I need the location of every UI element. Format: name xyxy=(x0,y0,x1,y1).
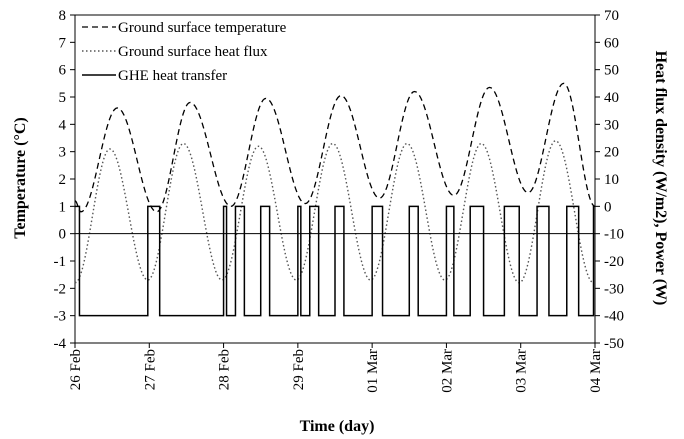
x-tick-label: 26 Feb xyxy=(68,349,84,390)
y-axis-left-title: Temperature (°C) xyxy=(12,117,29,238)
y-left-tick-label: 5 xyxy=(59,90,67,106)
y-left-tick-label: 2 xyxy=(59,172,67,188)
x-axis-title: Time (day) xyxy=(300,418,375,435)
y-left-tick-label: -1 xyxy=(54,254,67,270)
y-right-tick-label: 0 xyxy=(604,199,612,215)
y-axis-right-title: Heat flux density (W/m2), Power (W) xyxy=(652,51,669,306)
y-right-tick-label: 60 xyxy=(604,35,619,51)
y-right-tick-label: 20 xyxy=(604,145,619,161)
y-left-tick-label: 1 xyxy=(59,199,67,215)
x-tick-label: 27 Feb xyxy=(142,349,158,390)
y-right-tick-label: 40 xyxy=(604,90,619,106)
y-right-tick-label: -20 xyxy=(604,254,624,270)
x-tick-label: 28 Feb xyxy=(217,349,233,390)
y-right-tick-label: 10 xyxy=(604,172,619,188)
y-right-tick-label: -40 xyxy=(604,309,624,325)
y-left-tick-label: 3 xyxy=(59,145,67,161)
legend-item-ghe-heat-transfer-label: GHE heat transfer xyxy=(118,68,227,84)
series-ghe-heat-transfer-line xyxy=(75,205,595,317)
y-right-tick-label: 30 xyxy=(604,117,619,133)
legend-item-ground-surface-temperature-label: Ground surface temperature xyxy=(118,20,287,36)
y-right-tick-label: -30 xyxy=(604,281,624,297)
x-tick-label: 02 Mar xyxy=(439,349,455,393)
y-left-tick-label: 0 xyxy=(59,227,67,243)
series-layer xyxy=(74,82,596,317)
y-left-tick-label: 7 xyxy=(59,35,67,51)
y-right-tick-label: -10 xyxy=(604,227,624,243)
x-tick-label: 29 Feb xyxy=(291,349,307,390)
x-tick-label: 01 Mar xyxy=(365,349,381,393)
y-left-tick-label: -4 xyxy=(54,336,67,352)
y-right-tick-label: -50 xyxy=(604,336,624,352)
axes-layer: -4-3-2-1012345678-50-40-30-20-1001020304… xyxy=(54,8,625,393)
y-left-tick-label: -2 xyxy=(54,281,67,297)
y-left-tick-label: 8 xyxy=(59,8,67,24)
y-left-tick-label: 4 xyxy=(59,117,67,133)
y-left-tick-label: 6 xyxy=(59,63,67,79)
legend: Ground surface temperature Ground surface… xyxy=(82,20,287,84)
x-tick-label: 03 Mar xyxy=(514,349,530,393)
y-right-tick-label: 50 xyxy=(604,63,619,79)
legend-item-ground-surface-heat-flux-label: Ground surface heat flux xyxy=(118,44,268,60)
y-left-tick-label: -3 xyxy=(54,309,67,325)
series-ground-surface-temperature-line xyxy=(74,82,596,213)
y-right-tick-label: 70 xyxy=(604,8,619,24)
x-tick-label: 04 Mar xyxy=(588,349,604,393)
